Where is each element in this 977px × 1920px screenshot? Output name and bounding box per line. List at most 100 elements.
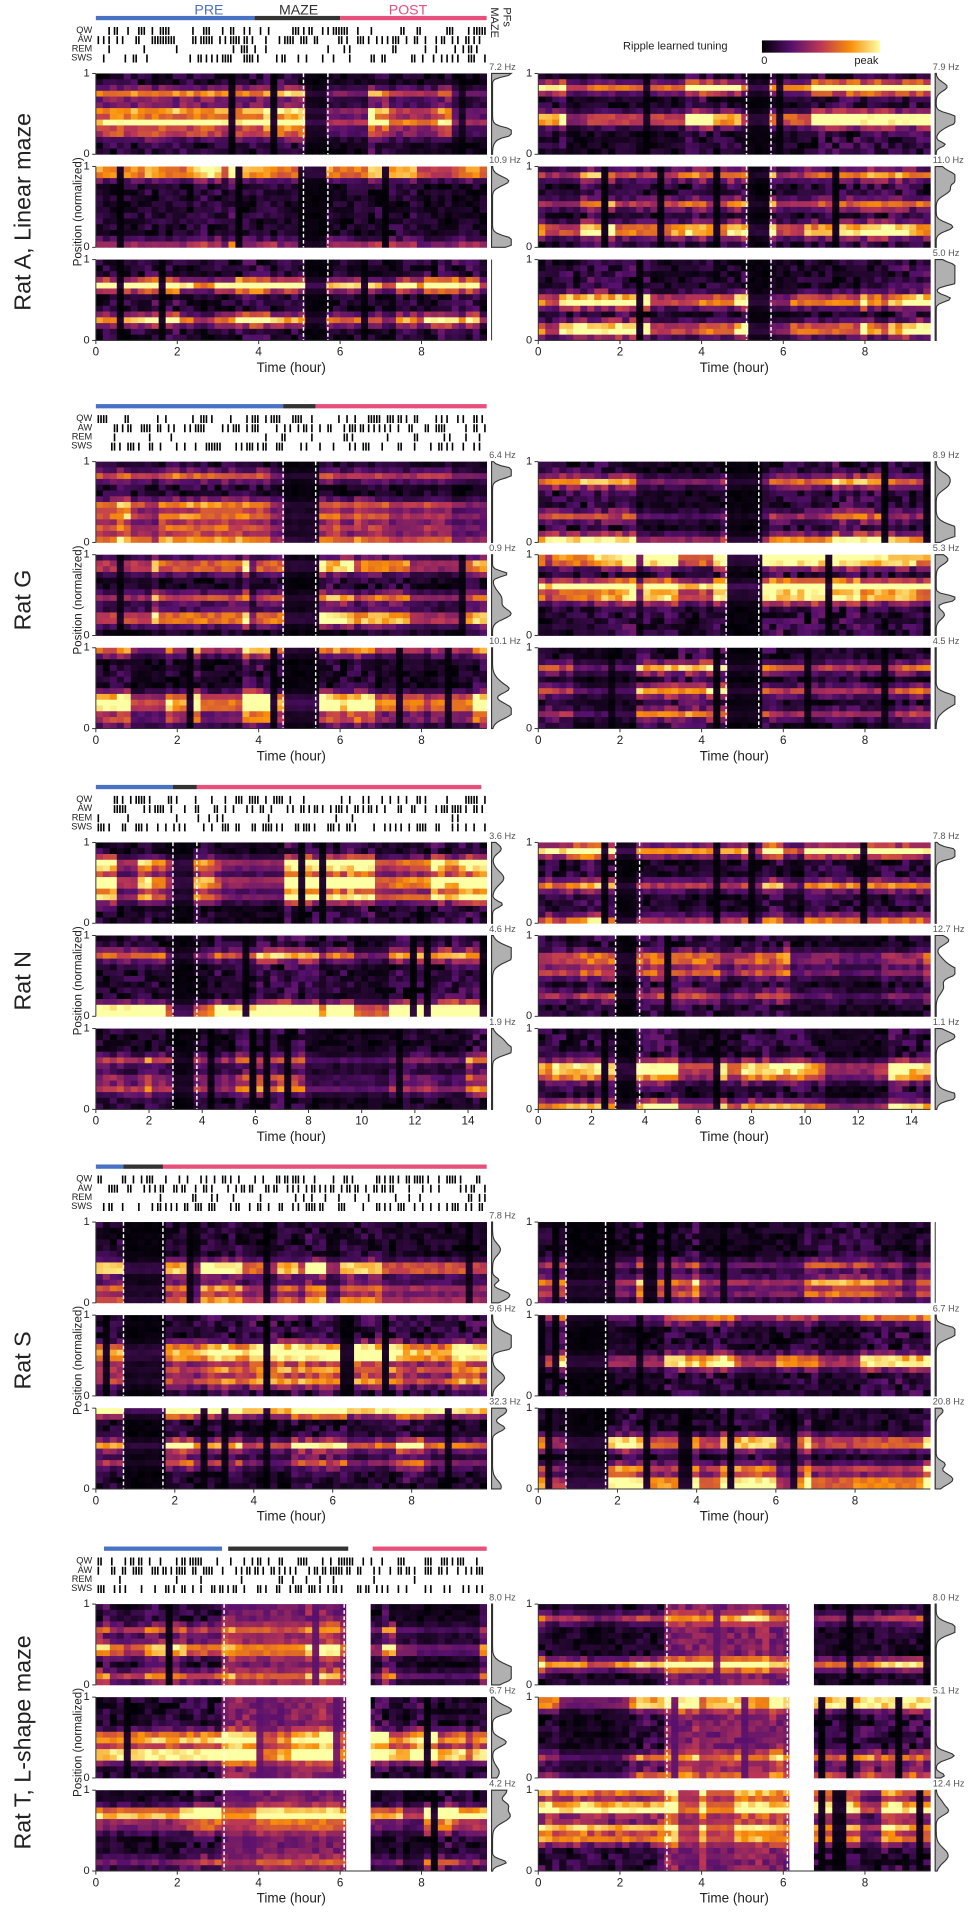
heatmap-cell <box>145 306 152 312</box>
heatmap-cell <box>909 300 916 306</box>
heatmap-cell <box>361 190 368 196</box>
heatmap-cell <box>671 120 678 126</box>
heatmap-cell <box>895 172 902 178</box>
heatmap-cell <box>389 114 396 120</box>
heatmap-cell <box>410 102 417 108</box>
heatmap-cell <box>853 137 860 143</box>
heatmap-cell <box>825 288 832 294</box>
heatmap-cell <box>699 131 706 137</box>
heatmap-cell <box>538 79 545 85</box>
heatmap-cell <box>650 172 657 178</box>
heatmap-cell <box>263 288 270 294</box>
heatmap-cell <box>312 102 319 108</box>
heatmap-cell <box>131 294 138 300</box>
heatmap-cell <box>473 224 480 230</box>
heatmap-cell <box>431 283 438 289</box>
heatmap-cell <box>832 178 839 184</box>
heatmap-cell <box>678 283 685 289</box>
heatmap-cell <box>545 306 552 312</box>
heatmap-cell <box>242 294 249 300</box>
heatmap-cell <box>110 184 117 190</box>
heatmap-cell <box>895 294 902 300</box>
heatmap-cell <box>671 108 678 114</box>
heatmap-cell <box>818 120 825 126</box>
heatmap-cell <box>846 85 853 91</box>
heatmap-cell <box>277 195 284 201</box>
heatmap-cell <box>636 213 643 219</box>
heatmap-cell <box>431 329 438 335</box>
heatmap-cell <box>277 73 284 79</box>
heatmap-cell <box>228 167 235 173</box>
heatmap-cell <box>755 306 762 312</box>
heatmap-cell <box>622 230 629 236</box>
heatmap-cell <box>916 230 923 236</box>
heatmap-cell <box>727 125 734 131</box>
heatmap-cell <box>201 108 208 114</box>
heatmap-cell <box>846 317 853 323</box>
heatmap-cell <box>396 288 403 294</box>
heatmap-cell <box>741 218 748 224</box>
heatmap-cell <box>860 85 867 91</box>
heatmap-cell <box>187 300 194 306</box>
heatmap-cell <box>382 335 389 341</box>
heatmap-cell <box>552 283 559 289</box>
heatmap-cell <box>242 260 249 266</box>
heatmap-cell <box>545 323 552 329</box>
heatmap-cell <box>270 277 277 283</box>
heatmap-cell <box>860 108 867 114</box>
heatmap-cell <box>685 329 692 335</box>
heatmap-cell <box>776 97 783 103</box>
heatmap-cell <box>916 265 923 271</box>
heatmap-cell <box>643 125 650 131</box>
heatmap-cell <box>678 271 685 277</box>
heatmap-cell <box>650 79 657 85</box>
heatmap-cell <box>573 329 580 335</box>
heatmap-cell <box>839 218 846 224</box>
heatmap-cell <box>685 190 692 196</box>
heatmap-cell <box>445 102 452 108</box>
heatmap-cell <box>727 120 734 126</box>
heatmap-cell <box>853 108 860 114</box>
heatmap-cell <box>734 190 741 196</box>
heatmap-cell <box>431 195 438 201</box>
heatmap-cell <box>459 335 466 341</box>
x-tick-label: 6 <box>780 346 786 359</box>
heatmap-cell <box>706 288 713 294</box>
heatmap-cell <box>166 213 173 219</box>
heatmap-cell <box>473 213 480 219</box>
heatmap-cell <box>445 137 452 143</box>
heatmap-cell <box>706 300 713 306</box>
heatmap-cell <box>552 288 559 294</box>
heatmap-cell <box>389 178 396 184</box>
heatmap-cell <box>860 277 867 283</box>
heatmap-cell <box>811 306 818 312</box>
heatmap-cell <box>643 323 650 329</box>
heatmap-cell <box>902 265 909 271</box>
heatmap-cell <box>145 125 152 131</box>
heatmap-cell <box>538 190 545 196</box>
heatmap-cell <box>755 335 762 341</box>
heatmap-cell <box>424 242 431 248</box>
heatmap-cell <box>131 519 138 525</box>
heatmap-cell <box>389 288 396 294</box>
heatmap-cell <box>692 102 699 108</box>
heatmap-cell <box>256 213 263 219</box>
heatmap-cell <box>846 306 853 312</box>
heatmap-cell <box>382 149 389 155</box>
heatmap-cell <box>166 73 173 79</box>
heatmap-cell <box>312 97 319 103</box>
heatmap-cell <box>131 79 138 85</box>
heatmap-cell <box>312 288 319 294</box>
heatmap-cell <box>615 143 622 149</box>
heatmap-cell <box>96 467 103 473</box>
heatmap-cell <box>145 283 152 289</box>
heatmap-cell <box>180 108 187 114</box>
heatmap-cell <box>713 190 720 196</box>
heatmap-cell <box>594 335 601 341</box>
heatmap-cell <box>138 306 145 312</box>
heatmap-cell <box>685 224 692 230</box>
heatmap-cell <box>783 242 790 248</box>
heatmap-cell <box>131 114 138 120</box>
heatmap-cell <box>403 184 410 190</box>
heatmap-cell <box>601 201 608 207</box>
